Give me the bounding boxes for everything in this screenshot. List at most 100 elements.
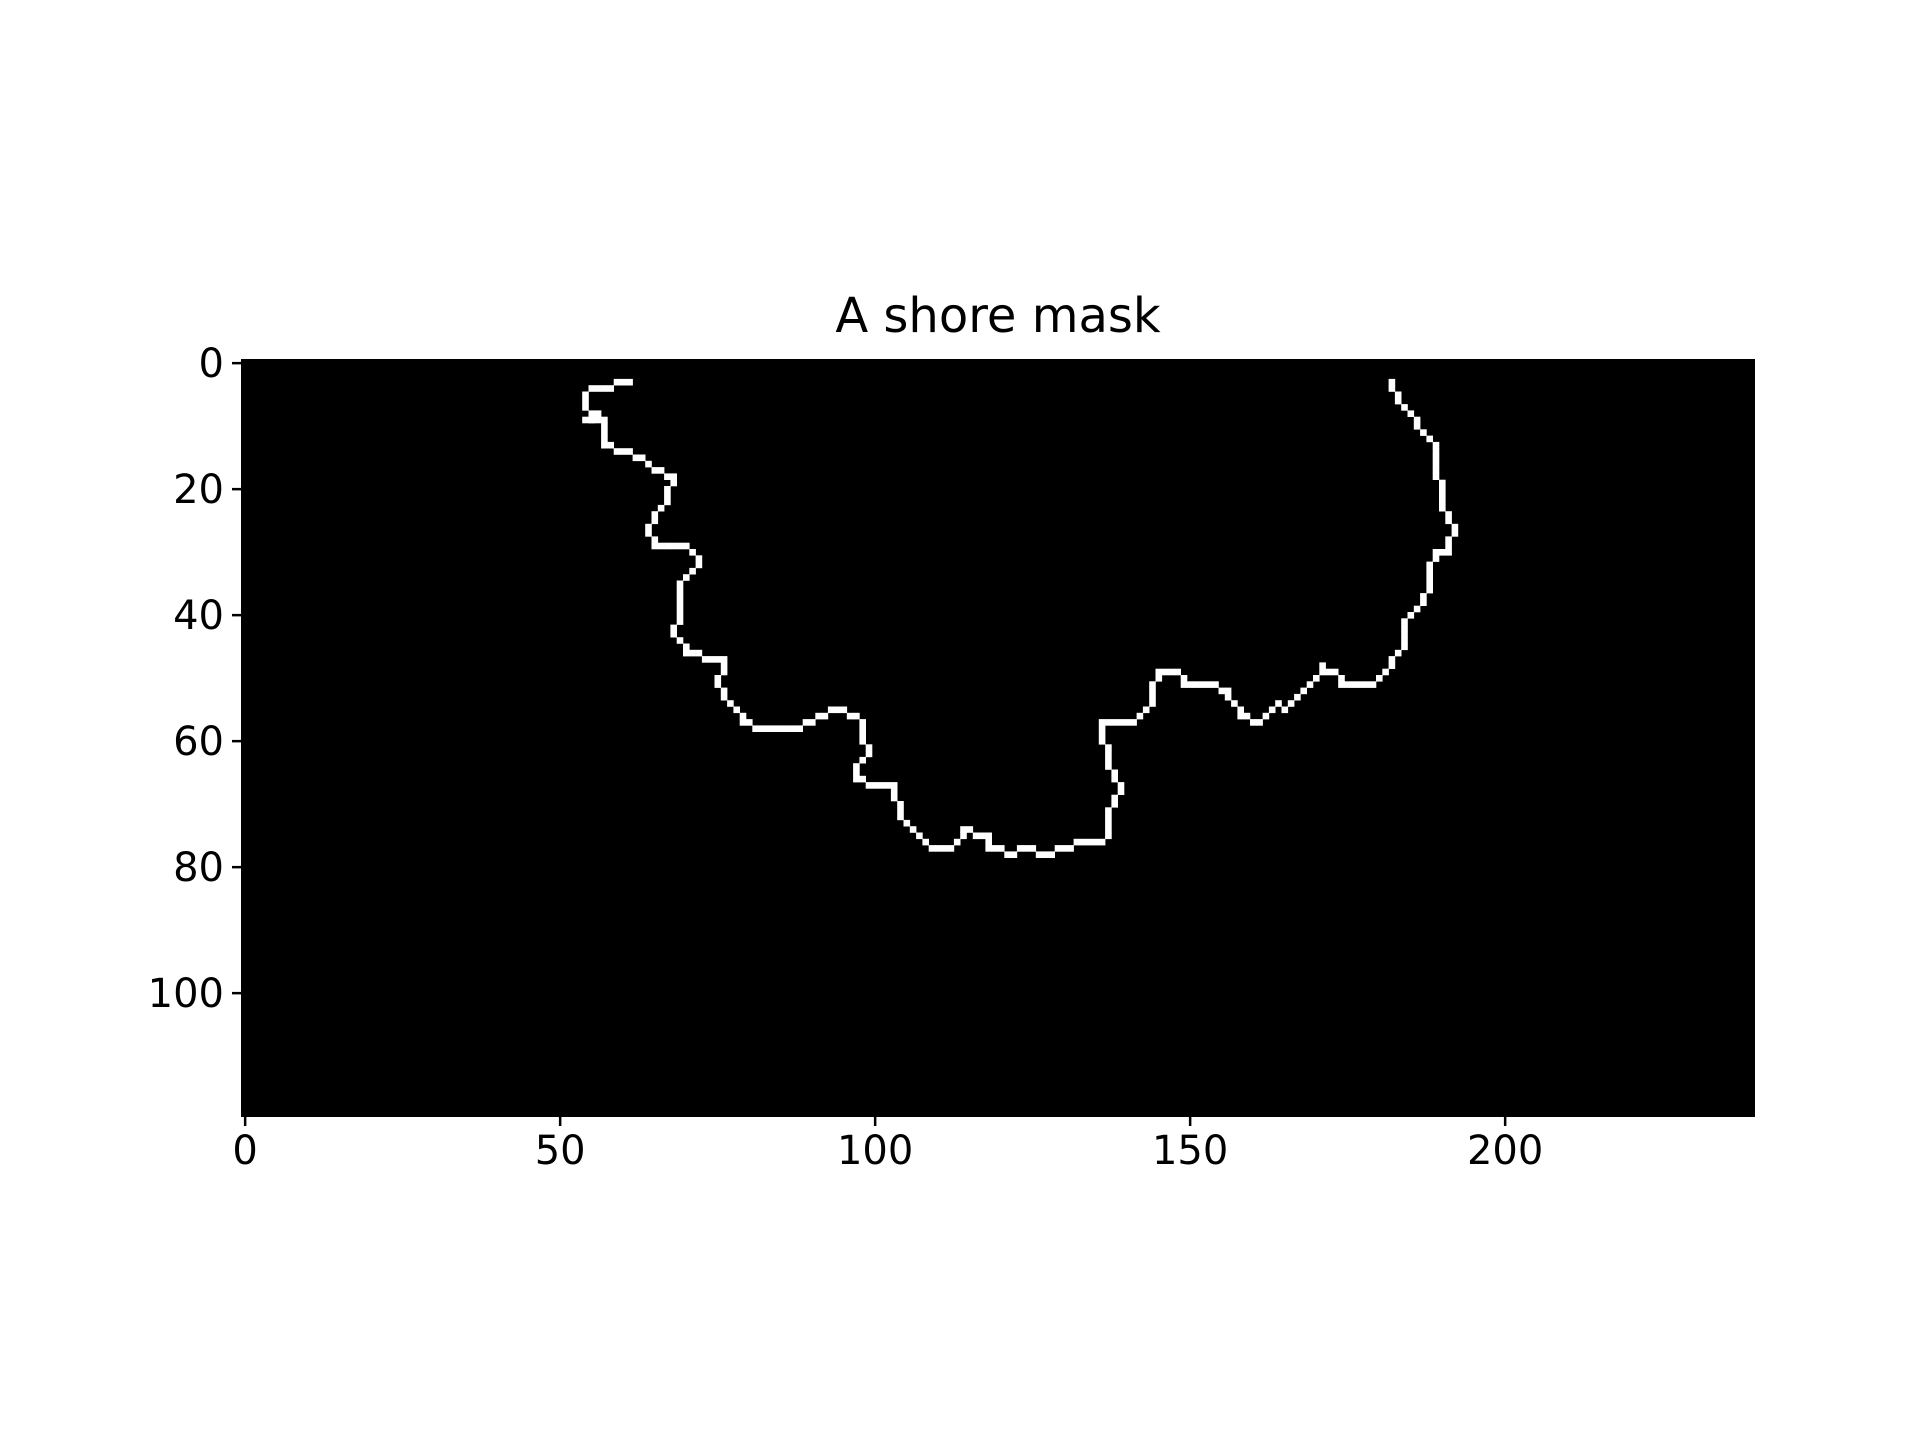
shore-pixel [1142, 706, 1150, 714]
shore-pixel [985, 838, 992, 846]
shore-pixel [1092, 838, 1100, 846]
shore-pixel [1388, 662, 1396, 669]
shore-pixel [613, 378, 621, 386]
shore-pixel [1149, 693, 1156, 701]
shore-pixel [594, 416, 602, 424]
shore-pixel [897, 807, 904, 814]
shore-pixel [676, 599, 684, 606]
shore-pixel [714, 675, 722, 682]
y-tick-label: 0 [199, 341, 224, 387]
shore-pixel [1413, 416, 1421, 424]
shore-pixel [960, 826, 967, 833]
x-tick-label: 150 [1152, 1128, 1228, 1174]
shore-pixel [1413, 423, 1421, 430]
shore-pixel [1168, 668, 1175, 676]
shore-pixel [670, 624, 677, 632]
shore-pixel [1275, 700, 1282, 707]
y-tick-label: 80 [173, 845, 224, 891]
shore-pixel [1426, 435, 1433, 443]
shore-pixel [1016, 845, 1024, 852]
shore-pixel [1117, 788, 1125, 795]
shore-pixel [1426, 586, 1433, 594]
shore-pixel [626, 448, 633, 455]
shore-pixel [1281, 706, 1289, 714]
shore-pixel [651, 467, 659, 474]
shore-pixel [607, 441, 614, 449]
shore-pixel [878, 782, 885, 789]
shore-pixel [1098, 738, 1106, 745]
shore-pixel [1432, 460, 1440, 468]
shore-pixel [966, 826, 974, 833]
shore-pixel [1432, 441, 1440, 449]
shore-pixel [1130, 719, 1137, 726]
shore-pixel [1098, 725, 1106, 732]
shore-pixel [903, 819, 911, 827]
shore-pixel [1426, 580, 1433, 588]
shore-pixel [695, 649, 703, 657]
shore-pixel [1439, 492, 1446, 499]
shore-pixel [1161, 668, 1169, 676]
shore-pixel [1117, 782, 1125, 789]
shore-pixel [884, 782, 892, 789]
shore-pixel [1350, 681, 1358, 688]
shore-pixel [1199, 681, 1207, 688]
shore-pixel [1388, 385, 1396, 392]
shore-pixel [601, 441, 608, 449]
shore-pixel [802, 719, 810, 726]
shore-pixel [701, 656, 709, 663]
shore-pixel [670, 479, 677, 487]
shore-pixel [601, 416, 608, 424]
x-tick-label: 50 [535, 1128, 586, 1174]
shore-pixel [1439, 549, 1446, 556]
shore-pixel [695, 555, 703, 562]
shore-pixel [1205, 681, 1213, 688]
shore-pixel [840, 706, 848, 714]
shore-pixel [928, 845, 936, 852]
shore-pixel [1111, 794, 1118, 802]
shore-pixel [1445, 549, 1452, 556]
x-tick-label: 200 [1467, 1128, 1543, 1174]
shore-pixel [1086, 838, 1093, 846]
shore-pixel [1105, 832, 1112, 840]
shore-pixel [582, 416, 589, 424]
shore-pixel [1098, 731, 1106, 739]
shore-pixel [664, 486, 671, 493]
shore-pixel [1432, 473, 1440, 480]
shore-pixel [1357, 681, 1364, 688]
shore-pixel [872, 782, 879, 789]
shore-pixel [676, 605, 684, 613]
shore-pixel [670, 630, 677, 638]
shore-pixel [859, 756, 866, 764]
shore-pixel [1369, 681, 1377, 688]
shore-pixel [897, 813, 904, 821]
shore-pixel [890, 788, 898, 795]
shore-pixel [714, 681, 722, 688]
shore-pixel [714, 656, 722, 663]
shore-pixel [859, 725, 866, 732]
shore-pixel [1010, 851, 1018, 858]
shore-pixel [1413, 605, 1421, 613]
shore-pixel [1401, 643, 1408, 651]
shore-pixel [1105, 813, 1112, 821]
shore-pixel [998, 845, 1005, 852]
shore-pixel [601, 423, 608, 430]
shore-pixel [1376, 675, 1383, 682]
shore-pixel [1331, 668, 1339, 676]
shore-pixel [1054, 845, 1062, 852]
shore-pixel [1237, 706, 1244, 714]
shore-pixel [670, 473, 677, 480]
shore-pixel [935, 845, 942, 852]
shore-pixel [601, 385, 608, 392]
x-tick-label: 100 [837, 1128, 913, 1174]
shore-pixel [645, 460, 652, 468]
shore-pixel [613, 448, 621, 455]
shore-pixel [859, 719, 866, 726]
shore-pixel [1155, 668, 1163, 676]
shore-pixel [1445, 536, 1452, 543]
shore-pixel [657, 467, 665, 474]
shore-pixel [1231, 700, 1238, 707]
shore-pixel [1105, 744, 1112, 751]
shore-pixel [1420, 593, 1427, 600]
